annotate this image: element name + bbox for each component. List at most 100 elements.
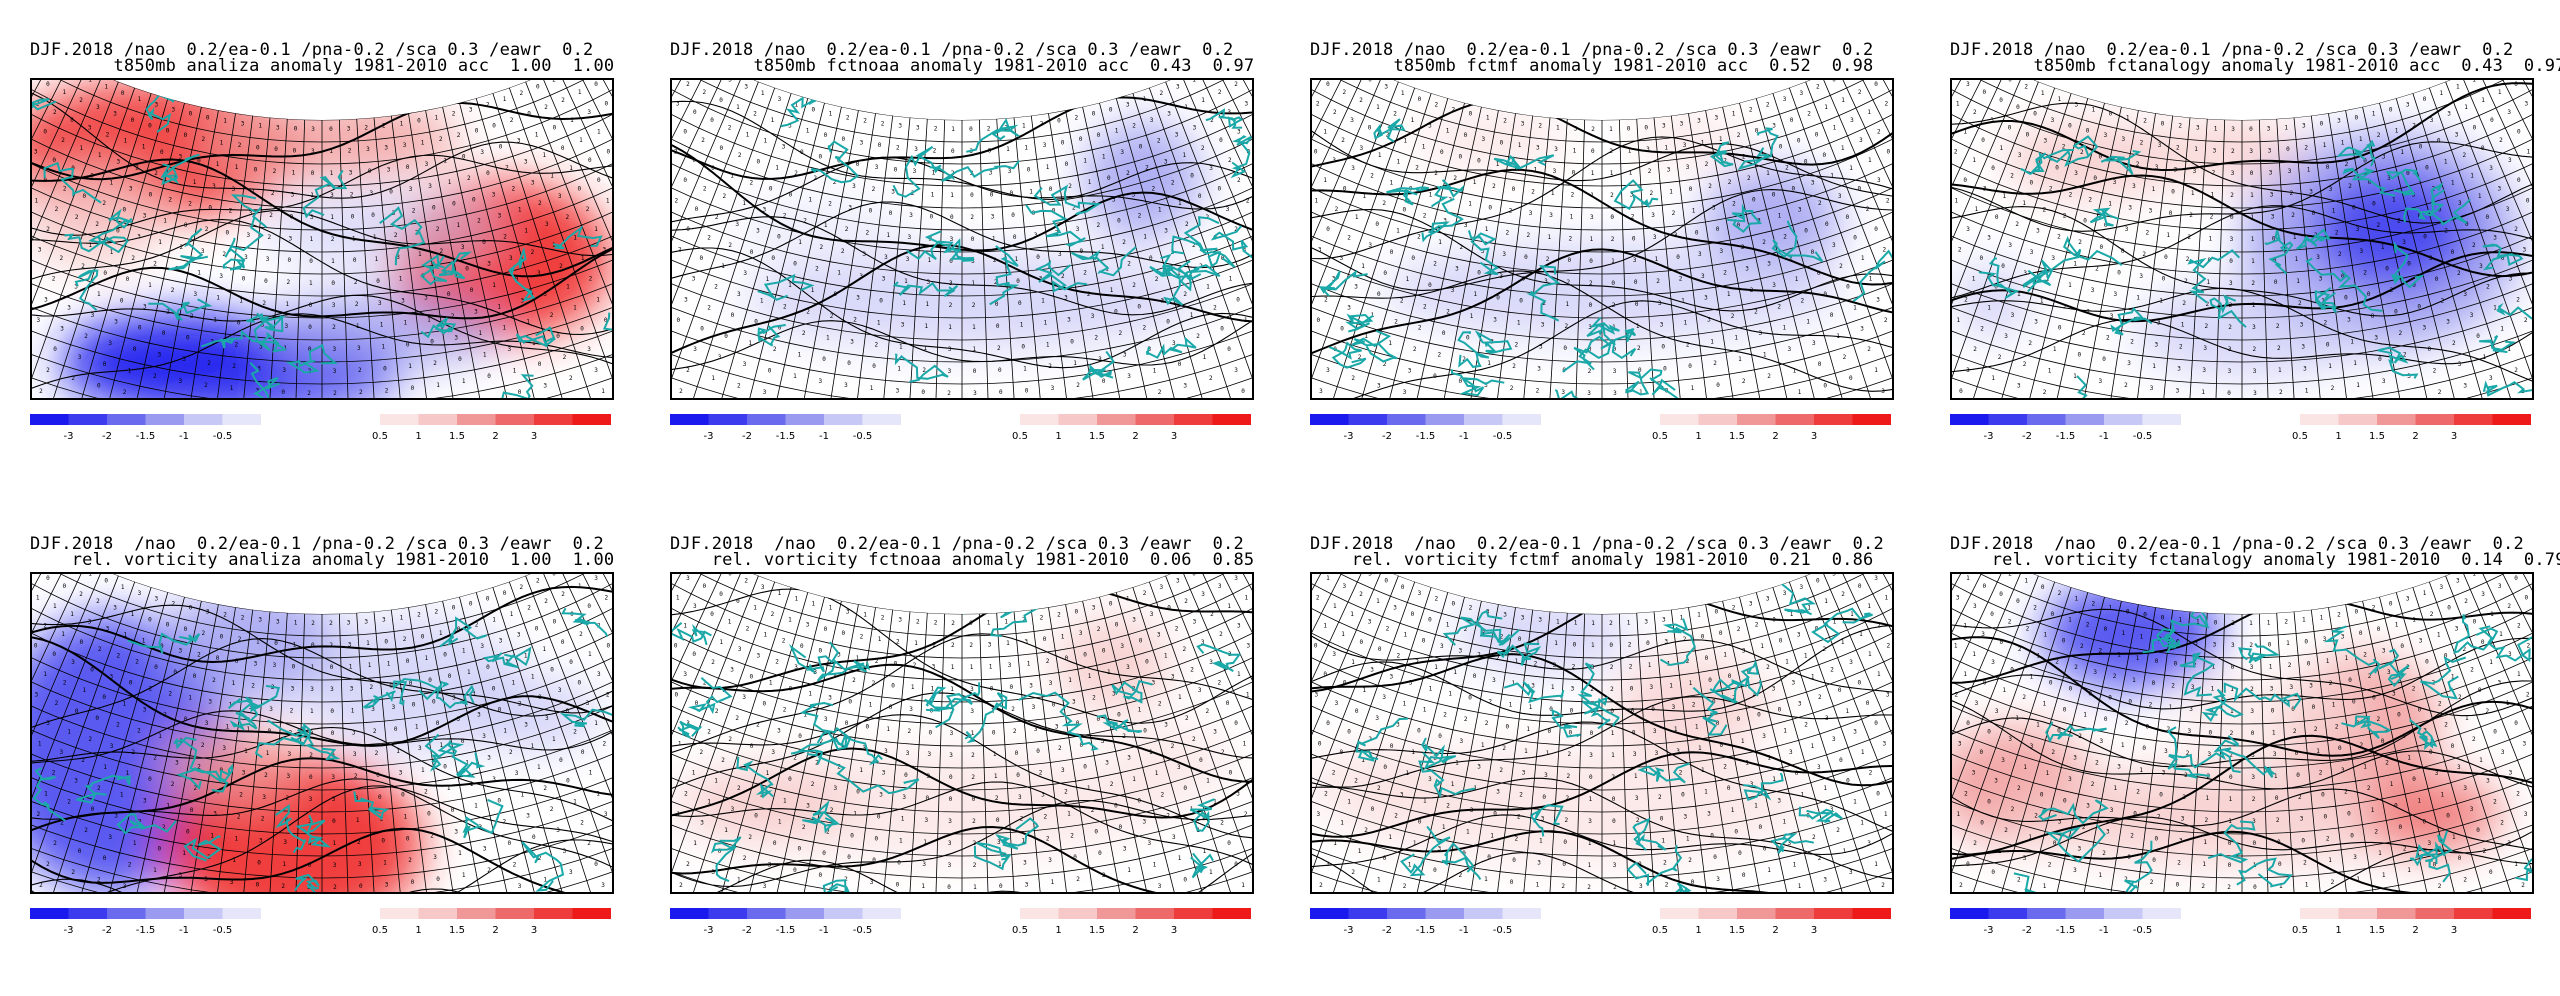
map-panel-vort-fctanalogy: DJF.2018 /nao 0.2/ea-0.1 /pna-0.2 /sca 0… [1950,536,2560,996]
svg-text:0: 0 [2069,685,2073,692]
svg-text:3: 3 [1798,701,1802,708]
svg-text:1: 1 [330,214,334,221]
svg-text:0: 0 [1713,854,1717,861]
svg-text:1: 1 [1661,838,1665,845]
svg-text:1: 1 [128,368,132,375]
colorbar-swatch [824,908,863,919]
svg-text:0: 0 [2517,177,2521,184]
svg-text:3: 3 [355,795,359,802]
svg-text:3: 3 [1158,883,1162,890]
svg-text:3: 3 [1132,191,1136,198]
svg-text:1: 1 [1473,785,1477,792]
svg-text:2: 2 [1058,745,1062,752]
svg-text:2: 2 [1434,595,1438,602]
colorbar-label: -1.5 [136,925,156,936]
svg-text:1: 1 [1021,838,1025,845]
svg-text:2: 2 [1433,261,1437,268]
svg-text:3: 3 [1536,145,1540,152]
svg-text:0: 0 [160,149,164,156]
svg-text:1: 1 [1487,360,1491,367]
svg-text:3: 3 [2106,829,2110,836]
svg-text:1: 1 [38,741,42,748]
svg-text:1: 1 [1323,623,1327,630]
svg-text:1: 1 [763,138,767,145]
svg-text:2: 2 [98,646,102,653]
svg-text:2: 2 [699,749,703,756]
svg-text:3: 3 [2213,147,2217,154]
svg-text:1: 1 [1403,138,1407,145]
svg-text:3: 3 [193,291,197,298]
svg-text:2: 2 [2303,860,2307,867]
svg-text:2: 2 [813,175,817,182]
svg-text:2: 2 [833,179,837,186]
svg-text:0: 0 [1542,794,1546,801]
svg-text:2: 2 [154,170,158,177]
svg-text:2: 2 [1732,605,1736,612]
svg-text:3: 3 [1335,700,1339,707]
svg-text:2: 2 [350,191,354,198]
colorbar-swatch [2415,908,2454,919]
svg-text:0: 0 [2249,126,2253,133]
svg-text:1: 1 [811,600,815,607]
svg-text:1: 1 [1155,770,1159,777]
svg-text:0: 0 [1811,249,1815,256]
svg-text:0: 0 [1778,707,1782,714]
svg-text:1: 1 [1406,276,1410,283]
svg-text:0: 0 [515,276,519,283]
svg-text:2: 2 [1877,129,1881,136]
svg-text:1: 1 [387,660,391,667]
svg-text:2: 2 [55,206,59,213]
svg-text:2: 2 [830,313,834,320]
svg-text:0: 0 [1857,186,1861,193]
svg-text:2: 2 [1332,770,1336,777]
svg-text:1: 1 [1178,694,1182,701]
svg-text:2: 2 [1610,686,1614,693]
svg-text:3: 3 [782,144,786,151]
svg-text:3: 3 [2229,280,2233,287]
svg-text:2: 2 [1980,325,1984,332]
svg-text:1: 1 [188,695,192,702]
svg-text:1: 1 [232,857,236,864]
colorbar-swatch [572,414,611,425]
svg-text:3: 3 [601,882,605,889]
svg-text:2: 2 [36,811,40,818]
svg-text:0: 0 [376,278,380,285]
svg-text:0: 0 [719,145,723,152]
svg-text:3: 3 [2392,690,2396,697]
svg-text:1: 1 [2269,663,2273,670]
svg-text:2: 2 [1359,591,1363,598]
anomaly-region [742,250,1202,350]
svg-text:0: 0 [731,312,735,319]
svg-text:1: 1 [2407,867,2411,874]
svg-text:2: 2 [1446,802,1450,809]
colorbar-label: -1 [2099,925,2109,936]
svg-text:1: 1 [120,792,124,799]
svg-text:3: 3 [859,273,863,280]
svg-text:3: 3 [1539,344,1543,351]
svg-text:1: 1 [511,680,515,687]
svg-text:0: 0 [1772,191,1776,198]
svg-text:0: 0 [411,385,415,392]
svg-text:3: 3 [507,346,511,353]
svg-text:1: 1 [285,301,289,308]
svg-text:1: 1 [1029,188,1033,195]
svg-text:2: 2 [865,229,869,236]
svg-text:1: 1 [2305,882,2309,889]
svg-text:2: 2 [1234,226,1238,233]
colorbar-label: 2 [492,431,498,442]
svg-text:1: 1 [1731,807,1735,814]
svg-text:1: 1 [886,726,890,733]
svg-text:2: 2 [997,345,1001,352]
svg-text:3: 3 [347,125,351,132]
svg-text:0: 0 [62,583,66,590]
svg-text:2: 2 [802,824,806,831]
svg-text:0: 0 [1886,149,1890,156]
svg-text:1: 1 [399,276,403,283]
svg-text:0: 0 [401,792,405,799]
svg-text:2: 2 [79,591,83,598]
svg-text:3: 3 [2430,117,2434,124]
svg-text:2: 2 [2329,680,2333,687]
svg-text:0: 0 [518,389,522,396]
svg-text:3: 3 [2300,322,2304,329]
svg-text:2: 2 [2091,781,2095,788]
